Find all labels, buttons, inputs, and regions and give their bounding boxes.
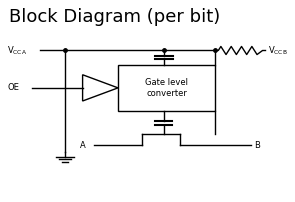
Text: A: A (80, 141, 86, 150)
Text: V$_{\mathsf{CCB}}$: V$_{\mathsf{CCB}}$ (268, 44, 288, 57)
Text: Gate level
converter: Gate level converter (145, 78, 188, 98)
Text: V$_{\mathsf{CCA}}$: V$_{\mathsf{CCA}}$ (7, 44, 27, 57)
Text: OE: OE (7, 83, 19, 92)
Text: Block Diagram (per bit): Block Diagram (per bit) (9, 8, 220, 26)
Text: B: B (254, 141, 260, 150)
Bar (118, 65, 215, 111)
